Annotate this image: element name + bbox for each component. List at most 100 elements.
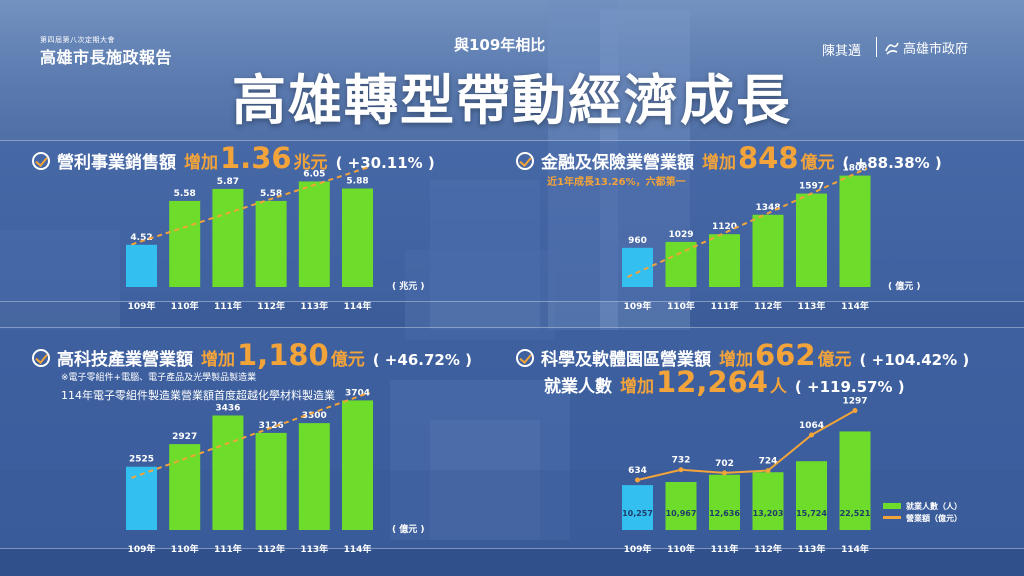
employment-bar [622, 485, 653, 530]
revenue-tick-label: 114年 [344, 300, 372, 312]
hightech-bar [255, 432, 287, 530]
employment-data-label: 15,724 [796, 509, 827, 518]
hightech-bar [126, 466, 157, 530]
revenue-bar [169, 200, 201, 287]
increase-word: 增加 [702, 153, 736, 173]
hightech-data-label: 3436 [215, 403, 240, 413]
hightech-tick-label: 111年 [214, 543, 242, 555]
legend-label-revenue: 營業額（億元） [906, 513, 962, 523]
revenue-line-point [678, 467, 684, 473]
revenue-bar [255, 200, 287, 287]
employment-bar [752, 472, 784, 530]
revenue-line-label: 1297 [842, 397, 867, 407]
employment-increase-value: 12,264 [656, 365, 768, 399]
sciencepark-tick-label: 111年 [711, 543, 739, 555]
revenue-data-label: 6.05 [303, 169, 325, 179]
revenue-tick-label: 110年 [171, 300, 199, 312]
revenue-data-label: 4.52 [130, 233, 152, 243]
finance-bar [752, 214, 784, 287]
employment-data-label: 12,636 [709, 509, 740, 518]
employment-label: 就業人數 [544, 377, 612, 397]
hightech-tick-label: 113年 [300, 543, 328, 555]
finance-tick-label: 109年 [624, 300, 652, 312]
revenue-line-point [765, 468, 771, 474]
header-divider [876, 37, 877, 57]
revenue-increase-value: 1.36 [220, 141, 292, 175]
hightech-tick-label: 110年 [171, 543, 199, 555]
employment-bar [709, 474, 740, 530]
finance-data-label: 960 [628, 236, 647, 246]
hightech-note-2: 114年電子零組件製造業營業額首度超越化學材料製造業 [61, 389, 335, 402]
finance-increase-value: 848 [738, 141, 799, 175]
revenue-unit: 兆元 [293, 153, 328, 173]
employment-bar [665, 482, 697, 530]
hightech-bar [342, 400, 373, 530]
sciencepark-percent: ( +104.42% ) [859, 351, 970, 369]
revenue-data-label: 5.58 [260, 189, 282, 199]
sciencepark-tick-label: 109年 [624, 543, 652, 555]
hightech-tick-label: 109年 [128, 543, 156, 555]
hightech-bar [212, 415, 244, 530]
sciencepark-tick-label: 114年 [841, 543, 869, 555]
increase-word: 增加 [620, 377, 654, 397]
revenue-line-point [635, 477, 640, 483]
finance-data-label: 1120 [712, 222, 737, 232]
revenue-bar [342, 188, 373, 287]
revenue-line-label: 732 [672, 456, 691, 466]
hightech-heading: 高科技產業營業額 增加 1,180 億元 ( +46.72% ) [32, 341, 472, 370]
revenue-trendline [131, 165, 370, 246]
hightech-data-label: 2525 [129, 455, 154, 465]
sciencepark-tick-label: 110年 [667, 543, 695, 555]
revenue-bar [298, 181, 330, 287]
finance-unit-label: ( 億元 ) [888, 280, 921, 292]
revenue-line-point [809, 432, 814, 438]
hightech-data-label: 2927 [172, 432, 197, 442]
employment-percent: ( +119.57% ) [794, 378, 905, 396]
event-name: 第四屆第八次定期大會 [40, 36, 115, 44]
employment-data-label: 22,521 [840, 509, 871, 518]
revenue-line-label: 702 [715, 459, 734, 469]
check-icon [516, 349, 534, 367]
legend-label-employment: 就業人數（人） [906, 501, 962, 511]
revenue-tick-label: 109年 [128, 300, 156, 312]
finance-data-label: 1029 [668, 230, 693, 240]
revenue-tick-label: 112年 [257, 300, 285, 312]
employment-bar [796, 461, 827, 530]
hightech-note-1: ※電子零組件+電腦、電子產品及光學製品製造業 [61, 373, 257, 383]
report-name: 高雄市長施政報告 [40, 48, 173, 67]
revenue-label: 營利事業銷售額 [57, 153, 176, 173]
revenue-bar [126, 244, 157, 287]
sciencepark-heading: 科學及軟體園區營業額 增加 662 億元 ( +104.42% ) [516, 341, 969, 370]
revenue-line-point [722, 470, 727, 476]
finance-tick-label: 112年 [754, 300, 782, 312]
finance-tick-label: 111年 [711, 300, 739, 312]
revenue-tick-label: 111年 [214, 300, 242, 312]
revenue-line-label: 724 [759, 457, 778, 467]
revenue-line-point [852, 408, 858, 414]
revenue-unit-label: ( 兆元 ) [392, 280, 425, 292]
sciencepark-tick-label: 112年 [754, 543, 782, 555]
finance-percent: ( +88.38% ) [842, 154, 942, 172]
employment-unit: 人 [769, 377, 787, 397]
finance-bar [709, 234, 740, 287]
employment-bar [839, 431, 871, 530]
government-logo: 高雄市政府 [884, 38, 968, 57]
sciencepark-unit: 億元 [817, 350, 852, 370]
legend-swatch-revenue [883, 516, 901, 519]
hightech-unit: 億元 [330, 350, 365, 370]
check-icon [516, 152, 534, 170]
increase-word: 增加 [184, 153, 218, 173]
hightech-data-label: 3704 [345, 388, 370, 398]
page-title: 高雄轉型帶動經濟成長 [232, 69, 792, 132]
hightech-unit-label: ( 億元 ) [392, 523, 425, 535]
mayor-name: 陳其邁 [822, 44, 862, 59]
finance-tick-label: 113年 [798, 300, 826, 312]
hightech-tick-label: 114年 [344, 543, 372, 555]
employment-heading: 就業人數 增加 12,264 人 ( +119.57% ) [544, 365, 905, 399]
increase-word: 增加 [719, 350, 753, 370]
finance-bar [665, 241, 697, 287]
finance-data-label: 1597 [799, 182, 824, 192]
employment-data-label: 10,967 [666, 509, 697, 518]
sciencepark-tick-label: 113年 [798, 543, 826, 555]
